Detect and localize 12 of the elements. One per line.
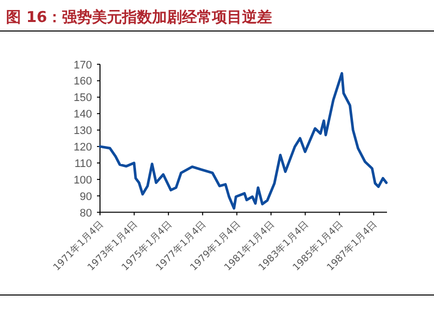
y-tick-label: 140 (74, 108, 92, 121)
y-tick-label: 80 (80, 207, 92, 220)
y-tick-label: 110 (74, 158, 92, 170)
y-tick-label: 150 (74, 92, 92, 104)
y-tick-label: 120 (74, 142, 92, 154)
y-tick-label: 100 (74, 174, 92, 186)
y-tick-label: 170 (74, 59, 92, 72)
y-tick-label: 130 (74, 125, 92, 138)
y-tick-label: 160 (74, 76, 92, 88)
line-series (98, 72, 388, 210)
chart-title: 图 16：强势美元指数加剧经常项目逆差 (6, 8, 272, 26)
y-tick-label: 90 (80, 190, 92, 203)
